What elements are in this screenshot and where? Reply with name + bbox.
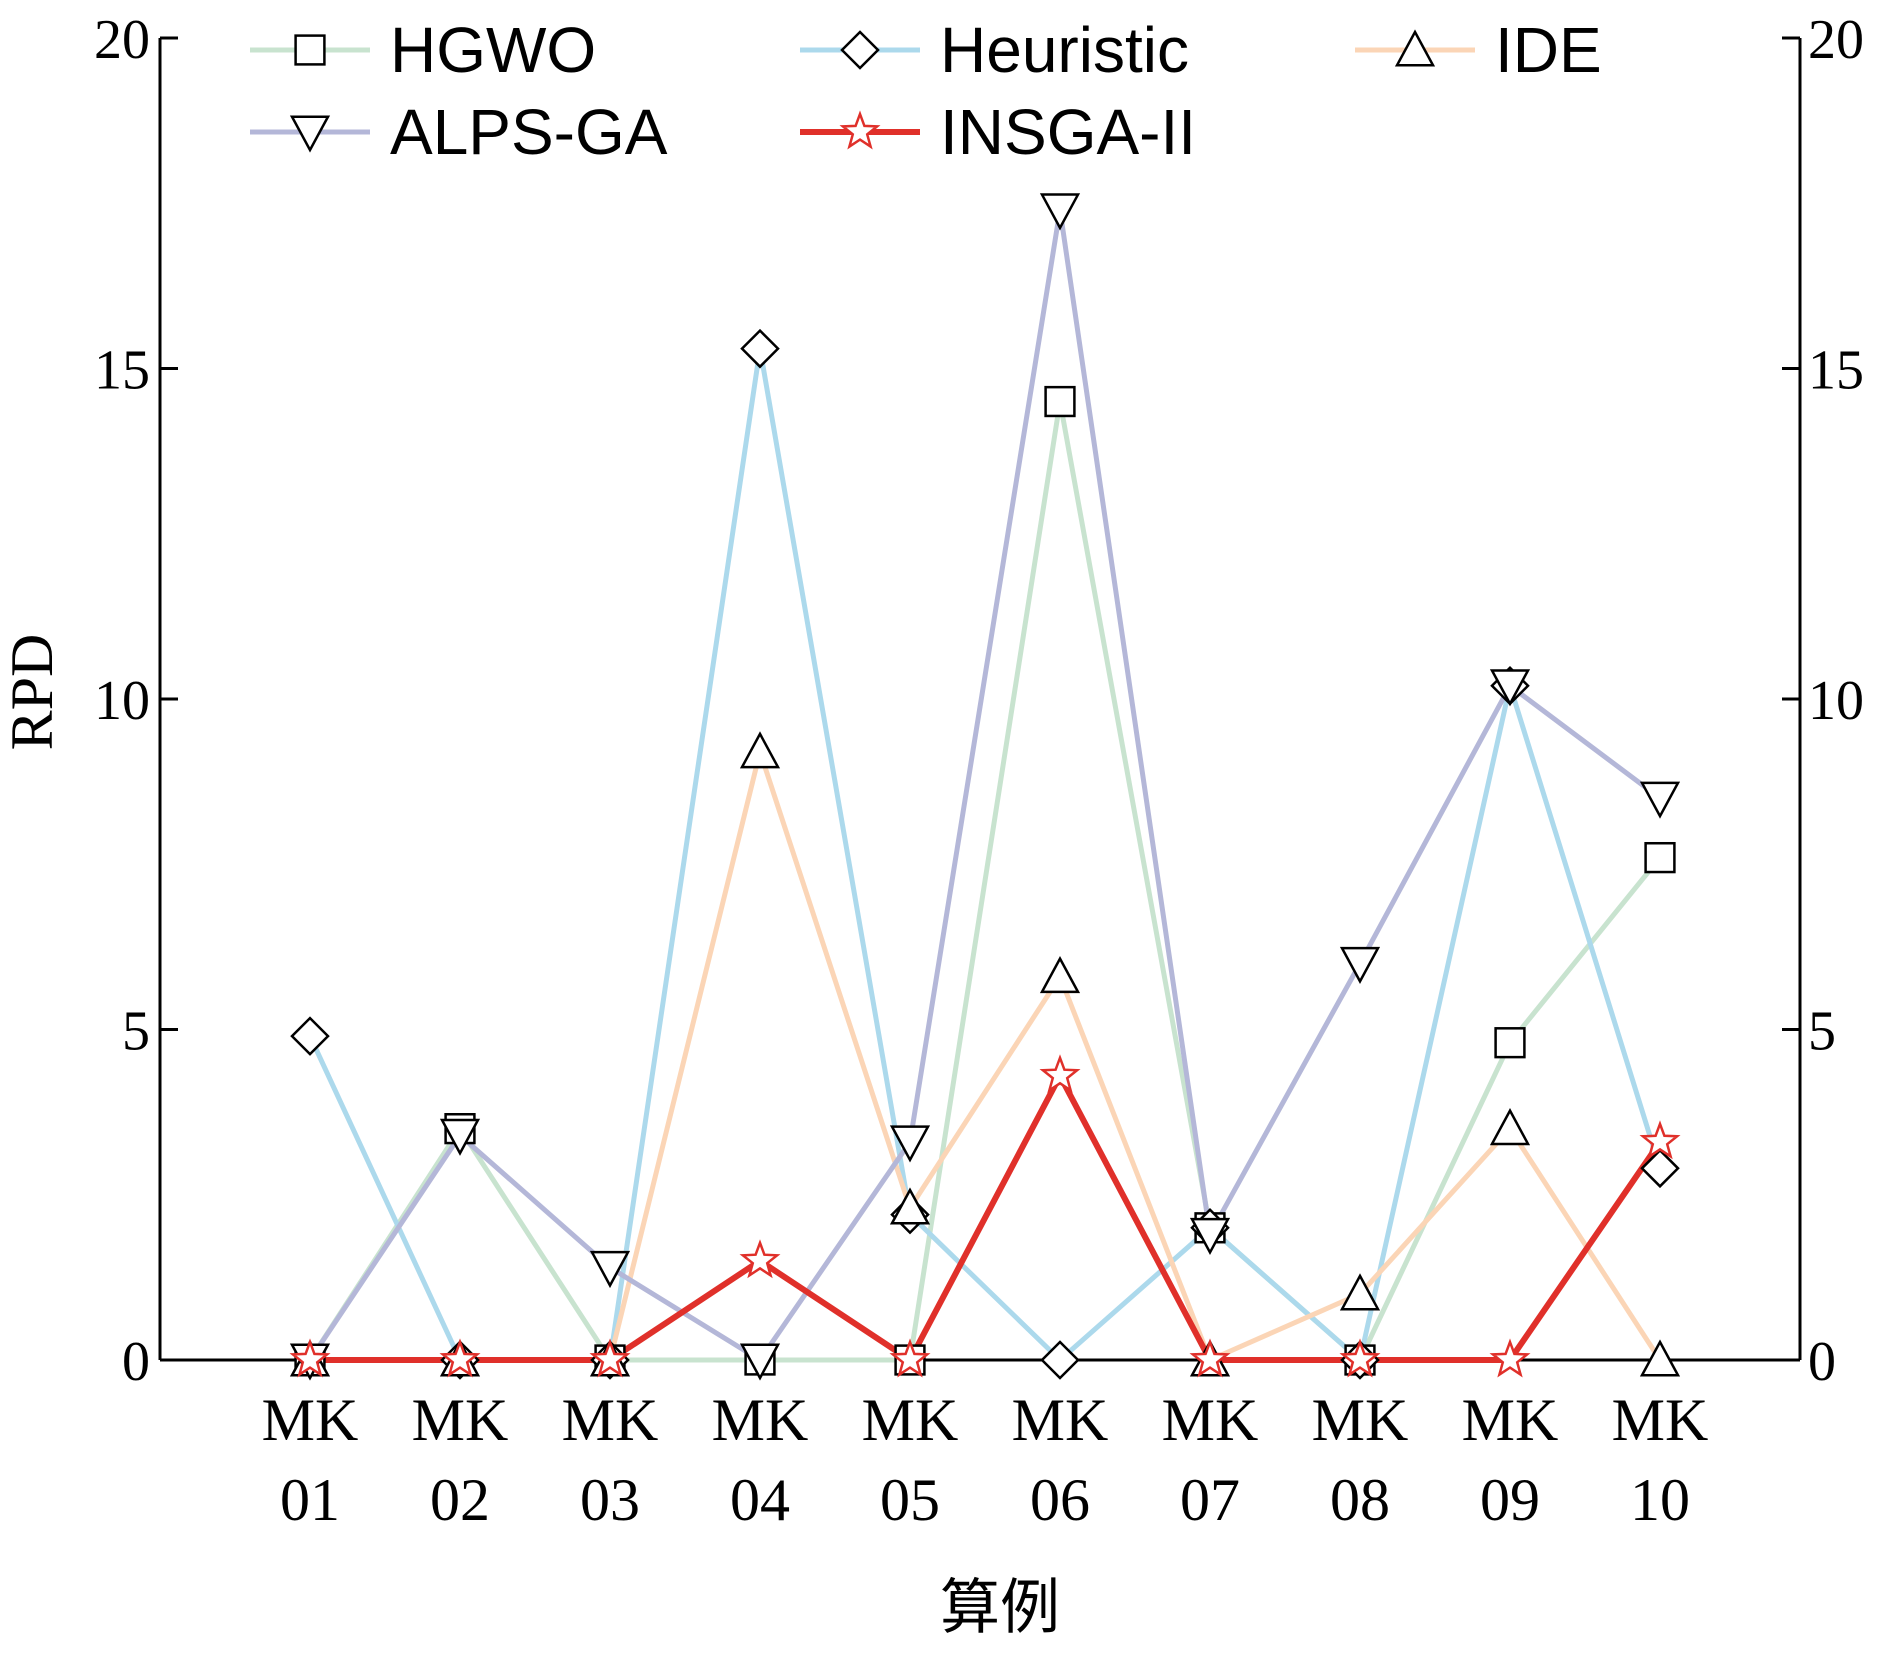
- marker-triangle-down: [289, 115, 331, 153]
- x-tick-label: MK 04: [712, 1387, 809, 1533]
- marker-triangle-down: [1189, 1217, 1231, 1256]
- marker-diamond: [1640, 1148, 1680, 1189]
- marker-triangle-down: [739, 1343, 781, 1381]
- marker-triangle-down: [889, 1125, 931, 1163]
- marker-triangle-down: [1489, 669, 1531, 707]
- marker-triangle-up: [1489, 1108, 1531, 1146]
- y-tick-label-left: 10: [94, 670, 150, 732]
- marker-star: [839, 110, 881, 150]
- marker-star: [739, 1239, 781, 1279]
- marker-star: [1639, 1120, 1681, 1160]
- marker-diamond: [290, 1016, 330, 1056]
- marker-triangle-up: [1394, 29, 1436, 67]
- marker-triangle-down: [1639, 781, 1681, 819]
- marker-square: [1044, 385, 1076, 418]
- x-tick-label: MK 03: [562, 1387, 659, 1533]
- x-tick-label: MK 09: [1462, 1387, 1559, 1533]
- x-tick-label: MK 10: [1612, 1387, 1709, 1533]
- marker-triangle-up: [739, 731, 781, 769]
- legend-item-insga-ii: INSGA-II: [800, 96, 1196, 168]
- marker-star: [1189, 1338, 1231, 1378]
- legend-label: ALPS-GA: [390, 96, 668, 168]
- marker-triangle-up: [1039, 955, 1081, 994]
- marker-star: [1489, 1338, 1531, 1378]
- x-tick-label: MK 02: [412, 1387, 509, 1533]
- marker-triangle-down: [439, 1118, 481, 1156]
- x-axis-label: 算例: [940, 1575, 1060, 1641]
- legend-label: HGWO: [390, 14, 596, 86]
- x-tick-label: MK 07: [1162, 1387, 1259, 1533]
- marker-diamond: [740, 328, 780, 369]
- tick-labels: 0 0 5 5 10 10 15 15 20 20 MK 01 MK 02 MK 03 MK 04 MK 05 MK 06…: [94, 9, 1864, 1533]
- x-tick-label: MK 05: [862, 1387, 959, 1533]
- series-markers: [289, 193, 1681, 1381]
- series-line-ide: [310, 749, 1663, 1363]
- y-tick-label-right: 15: [1808, 340, 1864, 402]
- marker-star: [1039, 1054, 1081, 1094]
- marker-star: [289, 1338, 331, 1378]
- marker-star: [1339, 1338, 1381, 1378]
- series-line-hgwo: [307, 399, 1662, 1363]
- y-tick-label-left: 20: [94, 9, 150, 71]
- marker-triangle-down: [1339, 946, 1381, 985]
- marker-star: [439, 1338, 481, 1378]
- marker-square: [1494, 1027, 1526, 1059]
- marker-triangle-up: [889, 1187, 931, 1225]
- x-tick-label: MK 08: [1312, 1387, 1409, 1533]
- legend-label: IDE: [1495, 14, 1602, 86]
- marker-triangle-down: [1039, 193, 1081, 231]
- legend-item-hgwo: HGWO: [250, 14, 596, 86]
- y-tick-label-right: 5: [1808, 1001, 1836, 1063]
- marker-square: [294, 34, 326, 66]
- marker-triangle-up: [1639, 1339, 1681, 1377]
- y-tick-label-left: 0: [122, 1331, 150, 1393]
- legend-item-ide: IDE: [1355, 14, 1602, 86]
- series-line-insga-ii: [310, 1072, 1663, 1363]
- marker-diamond: [1040, 1340, 1080, 1380]
- marker-diamond: [840, 30, 880, 70]
- series-line-alps-ga: [307, 207, 1662, 1363]
- legend-item-heuristic: Heuristic: [800, 14, 1189, 86]
- marker-triangle-down: [589, 1250, 631, 1289]
- legend-item-alps-ga: ALPS-GA: [250, 96, 668, 168]
- y-tick-label-left: 15: [94, 340, 150, 402]
- legend-label: INSGA-II: [940, 96, 1196, 168]
- marker-triangle-up: [1339, 1273, 1381, 1311]
- x-tick-label: MK 01: [262, 1387, 359, 1533]
- marker-square: [1644, 841, 1676, 874]
- y-tick-label-left: 5: [122, 1001, 150, 1063]
- y-tick-label-right: 20: [1808, 9, 1864, 71]
- y-axis-label: RPD: [0, 634, 65, 751]
- y-tick-label-right: 10: [1808, 670, 1864, 732]
- marker-star: [589, 1338, 631, 1378]
- legend-label: Heuristic: [940, 14, 1189, 86]
- marker-star: [889, 1338, 931, 1378]
- y-tick-label-right: 0: [1808, 1331, 1836, 1393]
- series-lines: [307, 207, 1663, 1363]
- x-tick-label: MK 06: [1012, 1387, 1109, 1533]
- legend: HGWO Heuristic IDE ALPS-GA INSGA-II: [250, 14, 1602, 168]
